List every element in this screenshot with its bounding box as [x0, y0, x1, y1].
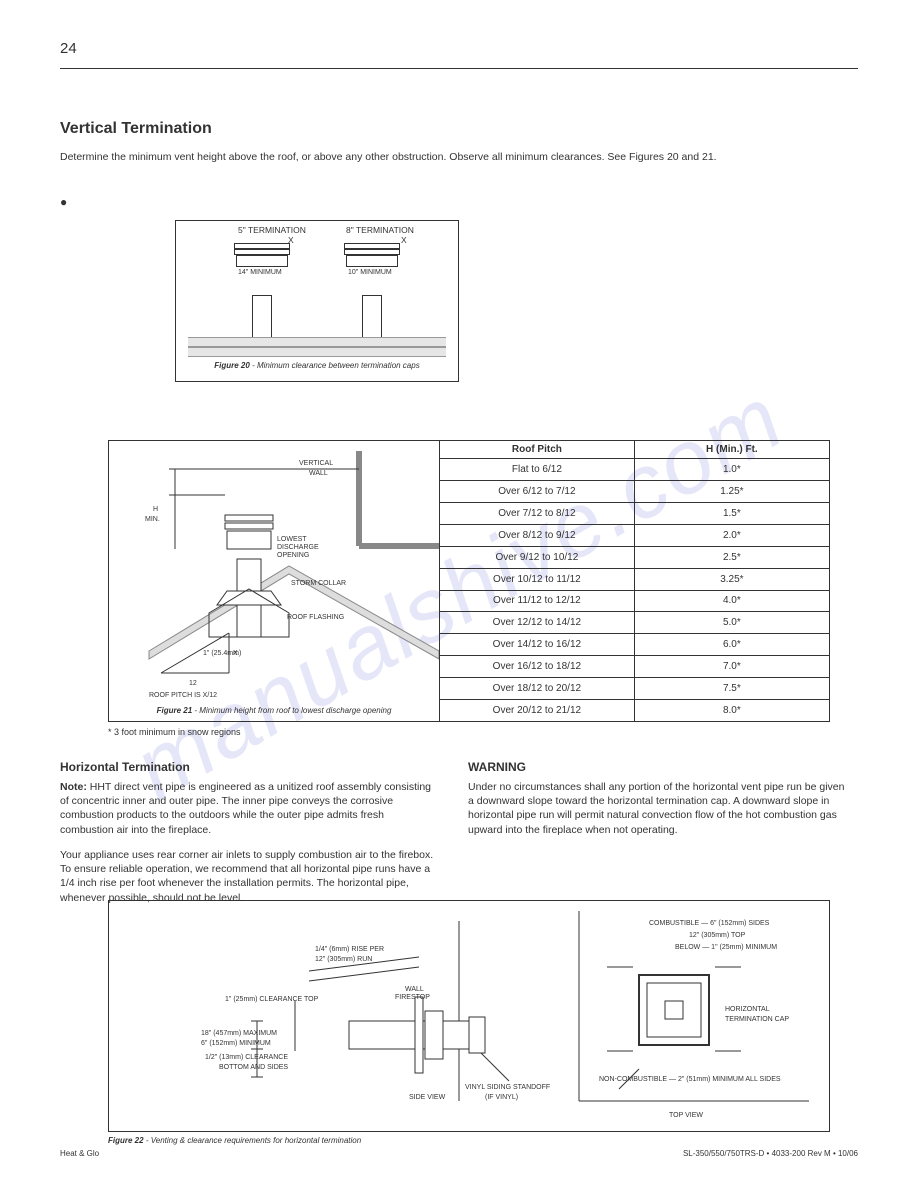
- page: manualshive.com 24 Vertical Termination …: [0, 0, 918, 1188]
- svg-text:VINYL SIDING STANDOFF: VINYL SIDING STANDOFF: [465, 1084, 550, 1091]
- svg-text:(IF VINYL): (IF VINYL): [485, 1094, 518, 1101]
- svg-text:12: 12: [189, 680, 197, 687]
- horizontal-heading: Horizontal Termination: [60, 760, 190, 774]
- svg-text:STORM COLLAR: STORM COLLAR: [291, 580, 346, 587]
- section-heading: Vertical Termination: [60, 120, 212, 138]
- svg-text:WALL: WALL: [405, 986, 424, 993]
- svg-text:TERMINATION CAP: TERMINATION CAP: [725, 1016, 789, 1023]
- table-cell: 2.5*: [634, 546, 829, 568]
- svg-text:BOTTOM AND SIDES: BOTTOM AND SIDES: [219, 1064, 288, 1071]
- horizontal-p2: Your appliance uses rear corner air inle…: [60, 848, 440, 905]
- roof-line: [188, 347, 446, 357]
- table-cell: 5.0*: [634, 612, 829, 634]
- table-cell: 1.5*: [634, 502, 829, 524]
- cap-body: [236, 255, 288, 267]
- svg-text:MIN.: MIN.: [145, 516, 160, 523]
- svg-text:X: X: [233, 650, 238, 657]
- table-cell: Over 14/12 to 16/12: [440, 634, 635, 656]
- table-cell: Over 11/12 to 12/12: [440, 590, 635, 612]
- svg-text:H: H: [153, 506, 158, 513]
- svg-text:BELOW — 1" (25mm) MINIMUM: BELOW — 1" (25mm) MINIMUM: [675, 944, 777, 951]
- fig20-dim-x-left: X: [288, 235, 294, 245]
- page-number-top: 24: [60, 40, 77, 57]
- warning-text: Under no circumstances shall any portion…: [468, 780, 848, 837]
- figure-21: H MIN. VERTICAL WALL STORM COLLAR ROOF F…: [109, 441, 440, 721]
- svg-text:12" (305mm) TOP: 12" (305mm) TOP: [689, 932, 746, 939]
- table-cell: 1.0*: [634, 459, 829, 481]
- fig21-table-block: H MIN. VERTICAL WALL STORM COLLAR ROOF F…: [108, 440, 830, 722]
- svg-text:FIRESTOP: FIRESTOP: [395, 994, 430, 1001]
- fig20-right-label: 8" TERMINATION: [346, 225, 414, 235]
- svg-text:6" (152mm) MINIMUM: 6" (152mm) MINIMUM: [201, 1040, 271, 1047]
- table-cell: Over 7/12 to 8/12: [440, 502, 635, 524]
- table-cell: Over 8/12 to 9/12: [440, 524, 635, 546]
- fig22-caption: Figure 22 - Venting & clearance requirem…: [108, 1136, 361, 1147]
- table-cell: 4.0*: [634, 590, 829, 612]
- warning-heading: WARNING: [468, 760, 526, 774]
- fig20-left-label: 5" TERMINATION: [238, 225, 306, 235]
- table-cell: 1.25*: [634, 480, 829, 502]
- svg-text:VERTICAL: VERTICAL: [299, 460, 333, 467]
- clearance-table: Roof Pitch H (Min.) Ft. Flat to 6/121.0*…: [439, 441, 829, 721]
- table-footnote: * 3 foot minimum in snow regions: [108, 726, 241, 738]
- svg-text:TOP VIEW: TOP VIEW: [669, 1112, 703, 1119]
- table-cell: Over 12/12 to 14/12: [440, 612, 635, 634]
- footer-left: Heat & Glo: [60, 1149, 99, 1158]
- fig20-dim-x-right: X: [401, 235, 407, 245]
- top-rule: [60, 68, 858, 69]
- table-cell: 7.5*: [634, 678, 829, 700]
- cap-body: [346, 255, 398, 267]
- table-cell: Flat to 6/12: [440, 459, 635, 481]
- figure-22: 1/4" (6mm) RISE PER 12" (305mm) RUN WALL…: [108, 900, 830, 1132]
- footer-right: SL-350/550/750TRS-D • 4033-200 Rev M • 1…: [683, 1149, 858, 1158]
- svg-text:18" (457mm) MAXIMUM: 18" (457mm) MAXIMUM: [201, 1030, 277, 1037]
- svg-text:SIDE VIEW: SIDE VIEW: [409, 1094, 446, 1101]
- svg-text:DISCHARGE: DISCHARGE: [277, 544, 319, 551]
- horizontal-p1: Note: HHT direct vent pipe is engineered…: [60, 780, 440, 837]
- table-cell: Over 18/12 to 20/12: [440, 678, 635, 700]
- table-header: H (Min.) Ft.: [634, 441, 829, 459]
- svg-text:12" (305mm) RUN: 12" (305mm) RUN: [315, 956, 372, 963]
- table-cell: 3.25*: [634, 568, 829, 590]
- table-cell: Over 20/12 to 21/12: [440, 700, 635, 721]
- svg-text:COMBUSTIBLE — 6" (152mm) SIDES: COMBUSTIBLE — 6" (152mm) SIDES: [649, 920, 770, 927]
- svg-text:ROOF FLASHING: ROOF FLASHING: [287, 614, 344, 621]
- svg-text:ROOF PITCH IS X/12: ROOF PITCH IS X/12: [149, 692, 217, 699]
- table-cell: Over 9/12 to 10/12: [440, 546, 635, 568]
- svg-text:LOWEST: LOWEST: [277, 536, 307, 543]
- svg-text:OPENING: OPENING: [277, 552, 309, 559]
- svg-text:1/2" (13mm) CLEARANCE: 1/2" (13mm) CLEARANCE: [205, 1054, 288, 1061]
- roof-line: [188, 337, 446, 347]
- svg-text:WALL: WALL: [309, 470, 328, 477]
- table-cell: 2.0*: [634, 524, 829, 546]
- table-cell: 8.0*: [634, 700, 829, 721]
- svg-text:1/4" (6mm) RISE PER: 1/4" (6mm) RISE PER: [315, 946, 384, 953]
- fig21-caption: Figure 21 - Minimum height from roof to …: [109, 706, 439, 715]
- fig20-right-x: 10" MINIMUM: [348, 269, 392, 276]
- table-cell: Over 10/12 to 11/12: [440, 568, 635, 590]
- svg-text:1" (25mm) CLEARANCE TOP: 1" (25mm) CLEARANCE TOP: [225, 996, 319, 1003]
- table-header: Roof Pitch: [440, 441, 635, 459]
- table-cell: 7.0*: [634, 656, 829, 678]
- fig20-caption: Figure 20 - Minimum clearance between te…: [176, 361, 458, 370]
- footer: Heat & Glo SL-350/550/750TRS-D • 4033-20…: [60, 1149, 858, 1158]
- table-cell: Over 6/12 to 7/12: [440, 480, 635, 502]
- svg-text:HORIZONTAL: HORIZONTAL: [725, 1006, 770, 1013]
- figure-20: 5" TERMINATION 8" TERMINATION X X 14" MI…: [175, 220, 459, 382]
- fig20-marker: ●: [60, 195, 67, 209]
- intro-text: Determine the minimum vent height above …: [60, 150, 850, 164]
- table-cell: Over 16/12 to 18/12: [440, 656, 635, 678]
- table-cell: 6.0*: [634, 634, 829, 656]
- fig20-left-x: 14" MINIMUM: [238, 269, 282, 276]
